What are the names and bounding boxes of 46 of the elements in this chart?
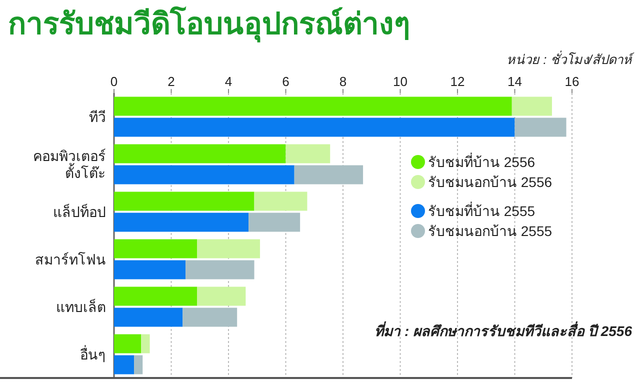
x-tick-label: 16 bbox=[564, 74, 580, 89]
bar bbox=[114, 334, 142, 354]
annotation: ที่มา : ผลศึกษาการรับชมทีวีและสื่อ ปี 2556 bbox=[374, 321, 632, 339]
bar bbox=[134, 355, 143, 374]
bar bbox=[254, 192, 308, 211]
x-tick-label: 8 bbox=[339, 74, 347, 89]
chart-title: การรับชมวีดิโอบนอุปกรณ์ต่างๆ bbox=[8, 5, 410, 43]
bar bbox=[114, 118, 515, 137]
legend-label: รับชมนอกบ้าน 2556 bbox=[428, 174, 552, 190]
bar bbox=[141, 334, 150, 354]
bar bbox=[114, 308, 183, 327]
bar bbox=[114, 260, 186, 280]
bar bbox=[294, 165, 364, 184]
bar bbox=[114, 144, 286, 164]
x-tick-label: 6 bbox=[282, 74, 290, 89]
legend-label: รับชมที่บ้าน 2555 bbox=[428, 202, 536, 219]
bar bbox=[286, 144, 330, 164]
legend-label: รับชมนอกบ้าน 2555 bbox=[428, 223, 552, 239]
x-tick-label: 0 bbox=[110, 74, 118, 89]
y-tick-label: อื่นๆ bbox=[80, 345, 106, 362]
x-tick-label: 4 bbox=[224, 74, 232, 89]
x-tick-label: 10 bbox=[393, 74, 408, 89]
x-tick-label: 2 bbox=[168, 74, 175, 89]
bar bbox=[182, 308, 238, 327]
chart-subtitle: หน่วย : ชั่วโมง/สัปดาห์ bbox=[506, 50, 635, 67]
bar bbox=[114, 355, 134, 374]
bar bbox=[248, 212, 300, 232]
bar bbox=[514, 118, 566, 137]
y-tick-label: สมาร์ทโฟน bbox=[35, 251, 106, 268]
bar bbox=[114, 286, 198, 306]
bar bbox=[197, 239, 260, 258]
bar bbox=[186, 260, 254, 280]
x-tick-label: 12 bbox=[450, 74, 465, 89]
bar bbox=[114, 192, 254, 211]
bar bbox=[114, 96, 512, 116]
bar bbox=[114, 239, 198, 258]
bar bbox=[197, 286, 246, 306]
bar bbox=[114, 212, 249, 232]
y-tick-label: คอมพิวเตอร์ ตั้งโต๊ะ bbox=[33, 148, 106, 181]
y-tick-label: แล็ปท็อป bbox=[53, 202, 106, 220]
legend-label: รับชมที่บ้าน 2556 bbox=[428, 153, 536, 170]
x-tick-label: 14 bbox=[508, 74, 522, 89]
bar bbox=[512, 96, 552, 116]
y-tick-label: ทีวี bbox=[89, 108, 106, 125]
bar bbox=[114, 165, 294, 184]
y-tick-label: แทบเล็ต bbox=[56, 298, 106, 315]
